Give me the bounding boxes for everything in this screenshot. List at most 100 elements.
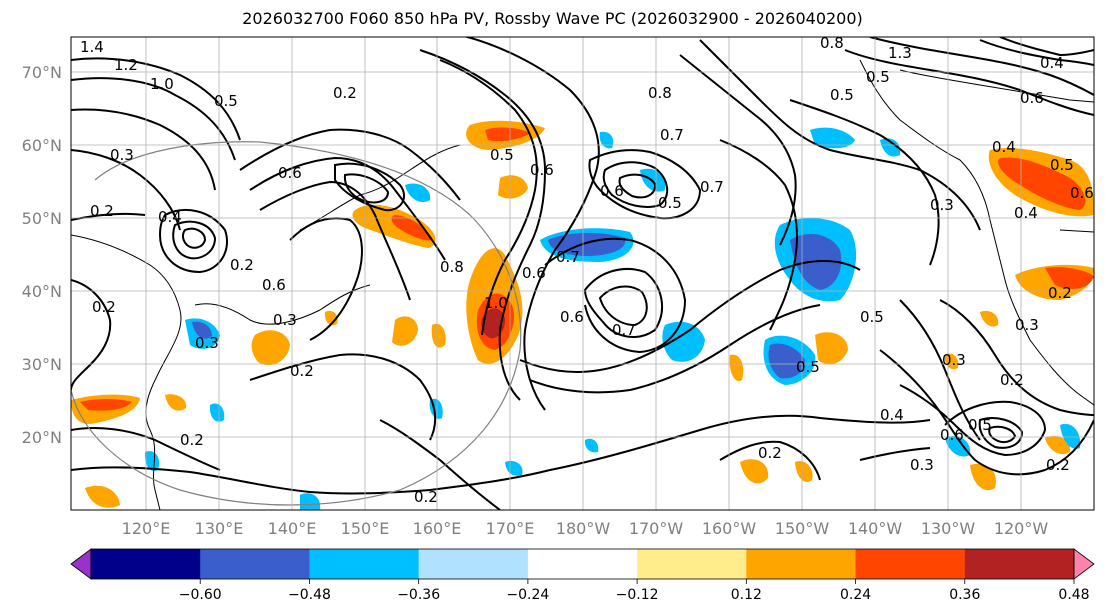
contour-label: 0.4 <box>992 138 1016 156</box>
lon-tick-label: 130°E <box>195 519 244 538</box>
positive-anomaly <box>970 463 996 491</box>
lon-tick-label: 120°W <box>994 519 1049 538</box>
contour-label: 0.6 <box>940 426 964 444</box>
lon-tick-label: 180°W <box>556 519 611 538</box>
positive-anomaly <box>980 310 999 327</box>
colorbar-tick-label: −0.12 <box>616 587 659 603</box>
contour-label: 0.4 <box>880 406 904 424</box>
contour-label: 0.2 <box>1000 371 1024 389</box>
coastlines <box>71 59 1094 510</box>
contour-label: 1.2 <box>114 56 138 74</box>
colorbar: −0.60 −0.48 −0.36 −0.24 −0.12 0.12 0.24 0.36 0.4… <box>70 548 1095 603</box>
lon-tick-label: 120°E <box>122 519 171 538</box>
negative-anomaly <box>945 435 971 457</box>
lat-tick-label: 40°N <box>22 282 62 301</box>
positive-anomaly <box>729 354 744 382</box>
positive-anomaly <box>498 175 528 199</box>
map-frame <box>70 36 1095 511</box>
contour-label: 0.6 <box>1070 184 1094 202</box>
positive-anomaly <box>391 215 432 241</box>
positive-anomaly <box>80 399 132 411</box>
positive-anomaly <box>795 461 813 482</box>
positive-anomaly <box>740 459 769 484</box>
lat-tick-label: 60°N <box>22 136 62 155</box>
contour-label: 1.3 <box>888 44 912 62</box>
positive-anomaly <box>1045 267 1094 289</box>
colorbar-extend-low <box>70 548 92 580</box>
contour-label: 0.5 <box>796 358 820 376</box>
contour-label: 0.3 <box>910 456 934 474</box>
anomaly-shading <box>71 120 1094 510</box>
contour-label: 0.7 <box>660 126 684 144</box>
colorbar-tick-label: 0.12 <box>731 587 762 603</box>
colorbar-tick-label: 0.24 <box>840 587 871 603</box>
negative-anomaly <box>880 138 901 157</box>
positive-anomaly <box>251 330 290 366</box>
contour-label: 0.8 <box>820 34 844 52</box>
colorbar-outline <box>90 548 1075 580</box>
positive-anomaly <box>998 157 1086 210</box>
contour-label: 0.5 <box>1050 156 1074 174</box>
contour-label: 0.2 <box>758 444 782 462</box>
map-panel <box>71 37 1094 510</box>
colorbar-tick-label: −0.48 <box>288 587 331 603</box>
lat-tick-label: 20°N <box>22 428 62 447</box>
colorbar-segment <box>746 549 857 579</box>
contour-label: 1.0 <box>484 294 508 312</box>
colorbar-segment <box>527 549 638 579</box>
contour-label: 0.5 <box>214 92 238 110</box>
contour-label: 0.5 <box>860 308 884 326</box>
contour-label: 0.6 <box>600 182 624 200</box>
negative-anomaly <box>505 460 523 476</box>
lat-tick-label: 50°N <box>22 209 62 228</box>
contour-label: 0.4 <box>1014 204 1038 222</box>
colorbar-segment <box>91 549 201 579</box>
contour-label: 0.2 <box>230 256 254 274</box>
lon-tick-label: 140°W <box>848 519 903 538</box>
contour-label: 0.6 <box>1020 89 1044 107</box>
contour-label: 0.2 <box>92 298 116 316</box>
positive-anomaly <box>165 394 187 411</box>
lat-axis: 70°N 60°N 50°N 40°N 30°N 20°N <box>22 63 62 447</box>
contour-label: 0.4 <box>158 208 182 226</box>
positive-anomaly <box>352 204 436 248</box>
negative-anomaly <box>144 451 160 471</box>
lon-tick-label: 160°E <box>413 519 462 538</box>
contour-label: 0.6 <box>262 276 286 294</box>
lon-axis: 120°E 130°E 140°E 150°E 160°E 170°E 180°… <box>122 519 1049 538</box>
contour-label: 0.2 <box>1048 284 1072 302</box>
positive-anomaly <box>85 485 120 508</box>
contour-label: 0.2 <box>90 202 114 220</box>
positive-anomaly <box>431 323 446 348</box>
contour-label: 0.8 <box>440 258 464 276</box>
contour-label: 0.3 <box>1015 316 1039 334</box>
contour-label: 0.6 <box>522 264 546 282</box>
colorbar-tick-label: 0.36 <box>949 587 980 603</box>
contour-label: 0.6 <box>530 161 554 179</box>
gridlines <box>71 37 1094 510</box>
contour-label: 0.5 <box>658 194 682 212</box>
negative-anomaly <box>584 438 599 453</box>
lon-tick-label: 170°W <box>629 519 684 538</box>
negative-anomaly <box>405 183 431 203</box>
positive-anomaly <box>1045 435 1071 455</box>
contour-label: 0.2 <box>180 431 204 449</box>
positive-anomaly <box>392 316 418 346</box>
colorbar-segment <box>637 549 747 579</box>
negative-anomaly <box>192 321 212 339</box>
contour-label: 0.3 <box>930 196 954 214</box>
contour-label: 0.3 <box>942 351 966 369</box>
lon-tick-label: 140°E <box>268 519 317 538</box>
contour-label: 0.3 <box>273 311 297 329</box>
contour-label: 0.7 <box>556 248 580 266</box>
colorbar-segment <box>964 549 1075 579</box>
colorbar-tick-label: −0.60 <box>179 587 222 603</box>
lat-tick-label: 30°N <box>22 355 62 374</box>
contour-label: 0.4 <box>1040 54 1064 72</box>
negative-anomaly <box>300 493 321 510</box>
negative-anomaly <box>599 131 614 149</box>
negative-anomaly <box>1060 423 1081 449</box>
negative-anomaly <box>810 127 855 149</box>
contour-label: 0.6 <box>560 308 584 326</box>
